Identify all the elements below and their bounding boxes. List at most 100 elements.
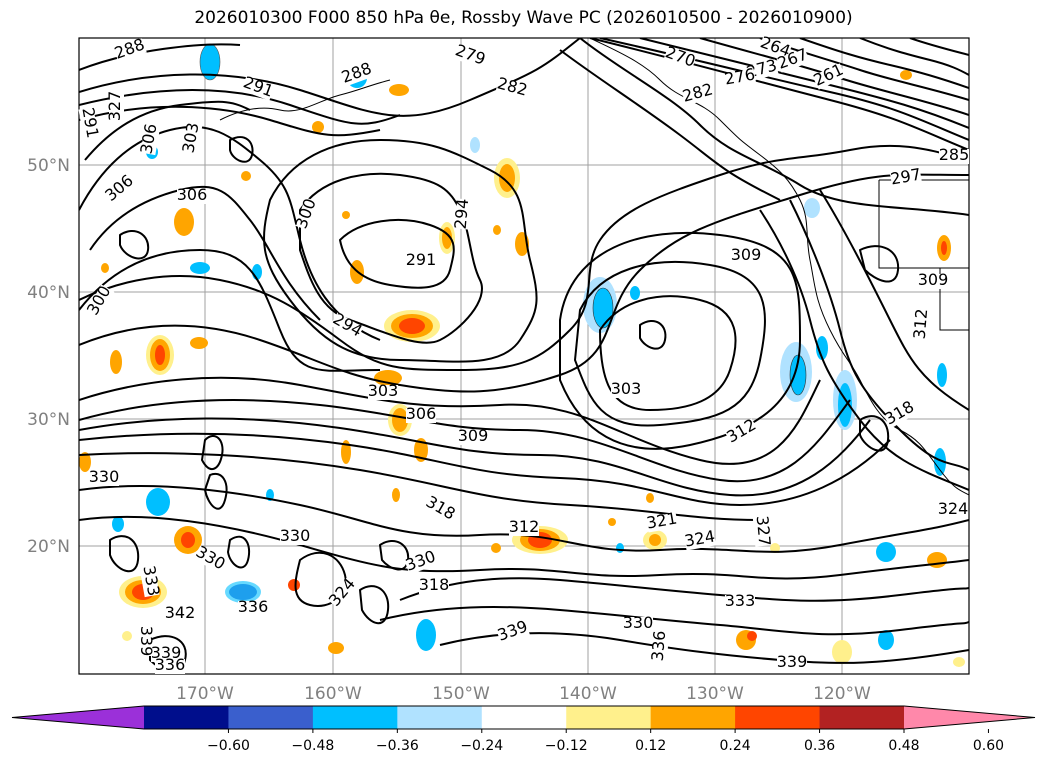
lon-tick-label: 130°W: [686, 684, 744, 704]
contour-label-background: [406, 408, 436, 423]
contour-label-background: [295, 197, 320, 231]
contour-label: 342: [165, 603, 196, 622]
contour-label-background: [327, 577, 359, 610]
lat-tick-label: 30°N: [27, 410, 70, 430]
contour-label-background: [139, 565, 160, 598]
contour-label-background: [812, 63, 846, 90]
contour-label: 306: [177, 185, 208, 204]
contour-label-background: [646, 512, 679, 533]
contour-label: 309: [918, 270, 949, 289]
contour-label: 312: [509, 517, 540, 536]
contour-label-background: [423, 495, 457, 524]
contour-label-background: [104, 173, 137, 205]
contour-label-background: [938, 503, 968, 518]
colorbar-outline: [11, 705, 1036, 730]
colorbar-segment: [144, 706, 229, 729]
contour-label-background: [509, 521, 539, 536]
contour-label-background: [165, 607, 195, 622]
contour-label: 285: [939, 145, 970, 164]
contour-label-background: [725, 418, 759, 447]
colorbar-tick-label: 0.60: [972, 738, 1005, 754]
colorbar-tick-label: −0.48: [291, 738, 335, 754]
colorbar-tick-label: 0.12: [635, 738, 667, 754]
contour-label-background: [340, 62, 374, 87]
contour-label-background: [752, 515, 771, 547]
lon-tick-label: 120°W: [813, 684, 871, 704]
contour-label-background: [89, 471, 119, 486]
contour-label: 309: [458, 426, 489, 445]
contour-label-background: [681, 83, 715, 106]
contour-label: 327: [105, 91, 124, 122]
contour-label: 306: [406, 404, 437, 423]
colorbar-segment: [566, 706, 652, 729]
contour-label: 330: [89, 467, 120, 486]
colorbar-tick-label: −0.12: [544, 738, 588, 754]
contour-label-background: [113, 38, 147, 63]
contour-label-background: [777, 656, 807, 671]
contour-label-background: [458, 430, 488, 445]
contour-label: 339: [151, 643, 182, 662]
lat-tick-label: 40°N: [27, 283, 70, 303]
contour-label-background: [731, 249, 761, 264]
contour-label-background: [406, 254, 436, 269]
contour-label-background: [330, 312, 364, 341]
contour-label-background: [623, 617, 653, 632]
plot-frame: [78, 37, 970, 675]
contour-label-background: [939, 149, 969, 164]
contour-label: 336: [155, 655, 186, 674]
contour-label-background: [663, 46, 697, 71]
contour-label-background: [758, 36, 792, 61]
contour-label-background: [155, 659, 185, 674]
contour-label-background: [193, 545, 227, 574]
contour-label: 327: [753, 515, 775, 547]
contour-label-background: [404, 550, 438, 575]
contour-label-background: [495, 77, 529, 100]
lon-tick-label: 140°W: [559, 684, 617, 704]
contour-label-background: [611, 383, 641, 398]
contour-label: 309: [731, 245, 762, 264]
contour-label-background: [280, 530, 310, 545]
lon-tick-label: 160°W: [304, 684, 362, 704]
lon-tick-label: 170°W: [176, 684, 234, 704]
contour-label-background: [241, 76, 275, 101]
colorbar-segment: [312, 706, 398, 729]
colorbar-segment: [650, 706, 736, 729]
lon-tick-label: 150°W: [432, 684, 490, 704]
contour-label: 303: [368, 381, 399, 400]
contour-label: 324: [938, 499, 969, 518]
colorbar-tick-label: 0.48: [888, 738, 920, 754]
colorbar-segment: [397, 706, 483, 729]
contour-label-background: [419, 579, 449, 594]
contour-label-background: [883, 400, 917, 429]
lat-tick-label: 50°N: [27, 156, 70, 176]
contour-label: 312: [910, 308, 932, 340]
contour-label-background: [913, 308, 932, 340]
colorbar-segment: [481, 706, 567, 729]
colorbar-tick-label: −0.36: [375, 738, 419, 754]
contour-label-background: [137, 626, 152, 656]
contour-label: 291: [406, 250, 437, 269]
contour-label-background: [86, 284, 115, 318]
colorbar-tick-label: −0.24: [460, 738, 504, 754]
contour-label-background: [368, 385, 398, 400]
contour-label-background: [776, 48, 810, 73]
colorbar-tick-label: 0.24: [719, 738, 751, 754]
axis-labels: 170°W 160°W 150°W 140°W 130°W 120°W 50°N…: [27, 156, 871, 704]
contour-label-background: [890, 168, 923, 189]
contour-label-background: [725, 595, 755, 610]
contour-label: 318: [419, 575, 450, 594]
colorbar-segment: [735, 706, 821, 729]
contour-label: 336: [648, 630, 670, 662]
colorbar-segment: [819, 706, 905, 729]
contour-label: 303: [611, 379, 642, 398]
colorbar-extend-min: [12, 706, 144, 729]
colorbar-tick-label: 0.36: [803, 738, 836, 754]
contour-label-background: [177, 189, 207, 204]
contour-label-background: [453, 44, 487, 69]
contour-label-background: [684, 530, 717, 551]
contour-label: 330: [623, 613, 654, 632]
contour-label-background: [496, 620, 530, 645]
map-title: 2026010300 F000 850 hPa θe, Rossby Wave …: [194, 8, 853, 28]
contour-label-background: [454, 198, 473, 230]
